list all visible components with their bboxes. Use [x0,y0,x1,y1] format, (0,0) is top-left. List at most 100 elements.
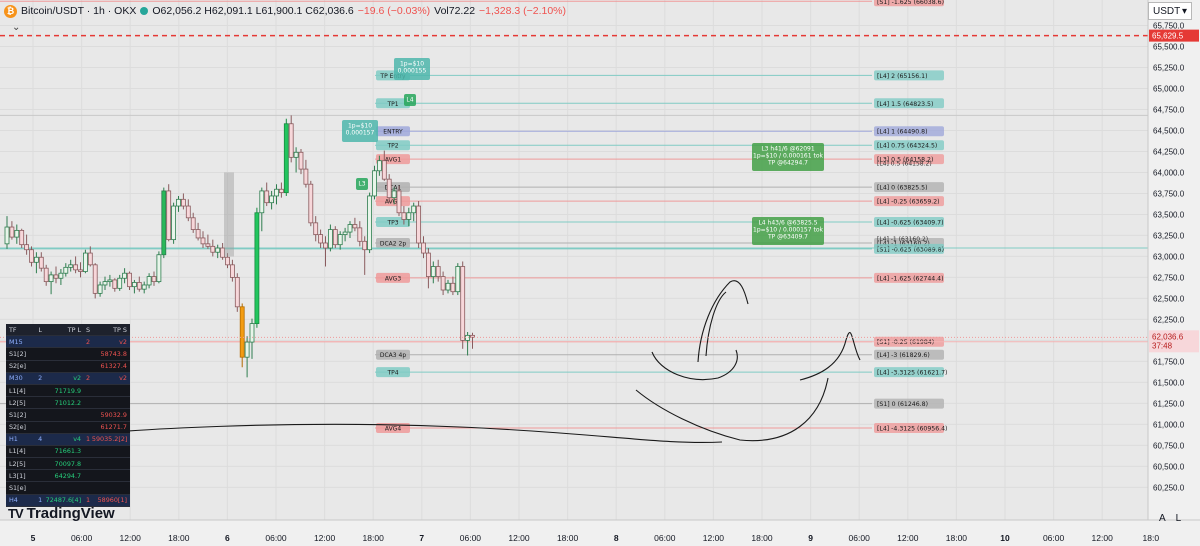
x-tick-label: 7 [419,533,424,543]
position-table: TF L TP L S TP S M15 2 v2 S1[2] 58743.8 S2[e] 61327… [6,324,130,507]
candle [249,323,255,343]
x-tick-label: 18:00 [363,533,385,543]
x-tick-label: 06:00 [460,533,482,543]
level-label: [L4] 1.5 (64823.5) [877,101,933,108]
trade-flag-text: 1p=$10 / 0.000161 tok [753,153,824,160]
candle [73,264,78,271]
table-cell: S2[e] [9,423,27,432]
table-row: L1[4] 71661.3 [6,446,130,459]
x-tick-label: 18:00 [557,533,579,543]
table-cell: TP S [113,325,127,334]
hand-drawn-line [635,377,829,442]
level-label-bg [874,182,944,193]
table-cell: 61271.7 [100,423,127,432]
x-tick-label: 12:00 [314,533,336,543]
x-tick-label: 12:00 [1092,533,1114,543]
table-row: S1[2] 59032.9 [6,409,130,422]
trade-flag-text: 0.000155 [398,68,427,75]
table-cell: TP L [67,325,82,334]
level-tag: DCA1 [385,185,402,192]
table-cell: L [38,325,42,334]
candle [264,190,270,204]
volume-value: Vol72.22 [434,5,476,17]
candle [68,264,74,268]
candle [210,245,216,253]
level-tag-bg [376,182,410,193]
tradingview-logo[interactable]: TV TradingView [8,505,115,522]
candle [48,274,54,283]
level-tag-bg [376,196,410,207]
candle [200,237,206,245]
trade-flag-bg [404,94,416,106]
candle [421,242,426,254]
currency-label: USDT [1153,5,1181,17]
table-cell: H4 [9,496,18,505]
x-tick-label: 06:00 [71,533,93,543]
table-cell: L3[1] [9,471,26,480]
y-tick-label: 60,250.0 [1153,483,1185,492]
bitcoin-icon: ₿ [4,4,17,18]
level-label-bg [874,272,944,283]
candle [4,226,10,245]
table-cell: v2 [119,374,127,383]
y-tick-label: 63,000.0 [1153,252,1185,261]
level-label: [S1] -0.625 (63089.8) [877,246,944,253]
level-label-bg [874,196,944,207]
y-tick-label: 63,750.0 [1153,189,1185,198]
scale-buttons: A L [1159,513,1181,524]
trade-flag-text: L3 [358,181,365,188]
table-cell: M15 [9,337,23,346]
x-tick-label: 6 [225,533,230,543]
table-cell: H1 [9,435,18,444]
table-row: L2[5] 71012.2 [6,397,130,410]
hand-drawn-line [39,423,723,444]
candle [225,256,230,266]
level-tag: ENTRY [383,129,403,136]
level-label-bg [874,126,944,137]
symbol-title[interactable]: Bitcoin/USDT · 1h · OKX [21,5,137,17]
level-label: [L4] -0.25 (63659.2) [877,199,940,206]
log-scale-button[interactable]: L [1175,513,1182,524]
candle [323,242,328,249]
candle [440,276,446,291]
y-tick-label: 62,750.0 [1153,273,1185,282]
candle [406,212,412,220]
table-cell: 1 [38,496,43,505]
level-tag: TP3 [386,220,398,227]
level-label-bg [874,349,944,360]
level-label-bg [874,217,944,228]
candle [269,195,275,204]
candle [254,212,260,325]
table-cell: S1[2] [9,410,27,419]
table-cell: M30 [9,374,23,383]
level-label-bg [874,70,944,81]
candle [87,252,93,266]
tradingview-icon: TV [8,506,24,521]
currency-selector[interactable]: USDT ▾ [1148,2,1192,20]
brand-name: TradingView [26,505,115,522]
trade-flag-text: L3 h41/6 @62091 [761,146,815,153]
level-label-bg [874,423,944,434]
table-row: L1[4] 71719.9 [6,385,130,398]
y-tick-label: 61,250.0 [1153,399,1185,408]
level-tag-bg [376,272,410,283]
level-tag-bg [376,367,410,378]
candle [161,190,167,256]
candle [357,227,363,242]
table-row: L2[5] 70097.8 [6,458,130,471]
table-cell: 58743.8 [100,349,127,358]
table-row: L3[1] 64294.7 [6,470,130,483]
table-cell: TF [9,325,17,334]
chevron-down-icon[interactable]: ⌄ [12,22,21,33]
candle [185,205,191,219]
table-cell: 2 [85,337,91,346]
candle [9,226,15,238]
x-tick-label: 12:00 [508,533,530,543]
trade-flag-bg [752,217,824,245]
candle [176,198,181,207]
candle [274,188,279,197]
candle [278,188,284,194]
auto-scale-button[interactable]: A [1159,513,1166,524]
alert-price-tag [1149,29,1199,42]
